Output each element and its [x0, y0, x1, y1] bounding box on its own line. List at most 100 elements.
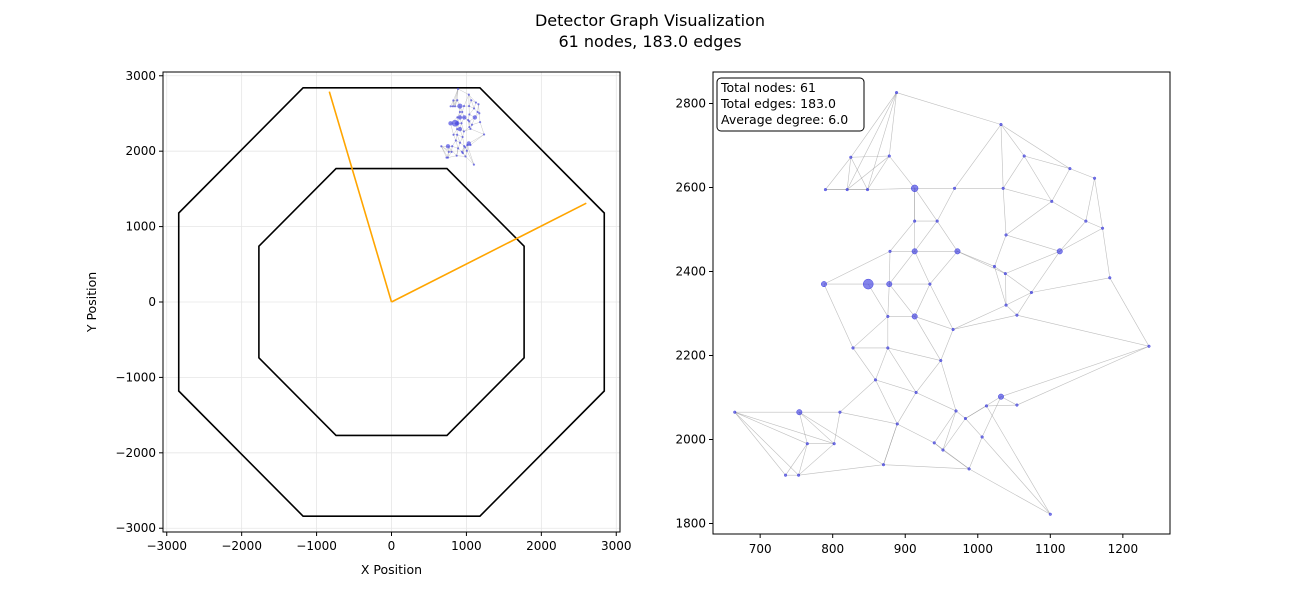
graph-edge	[914, 316, 942, 361]
graph-edge	[850, 92, 897, 158]
overview-x-tick-label: −3000	[146, 539, 187, 553]
overview-graph-node	[462, 115, 467, 120]
overview-graph-edge	[456, 134, 461, 143]
graph-edge	[896, 392, 917, 425]
graph-node	[911, 184, 919, 192]
graph-edge	[994, 266, 1006, 274]
graph-edge	[1002, 188, 1007, 235]
graph-edge	[1023, 155, 1053, 202]
overview-graph-edge	[455, 140, 459, 149]
graph-edge	[1085, 220, 1103, 229]
overview-graph-node	[466, 144, 469, 147]
detail-y-tick-label: 2000	[675, 433, 706, 447]
graph-edge	[914, 251, 931, 285]
inner-octagon	[258, 167, 525, 437]
overview-graph-edge	[471, 121, 481, 125]
overview-graph-edge	[468, 134, 485, 144]
graph-edge	[955, 410, 966, 419]
graph-edge	[1000, 396, 1018, 406]
overview-graph-edge	[470, 128, 485, 135]
graph-edge	[867, 283, 889, 317]
detail-edges	[734, 92, 1150, 515]
overview-graph-node	[448, 121, 453, 126]
detail-axes: 700 800 900 1000 1100 1200 1800 2000 2200 2400 260…	[675, 71, 1171, 557]
graph-edge	[981, 436, 1051, 515]
overview-graph-edge	[479, 113, 481, 123]
graph-edge	[914, 283, 931, 317]
graph-edge	[986, 405, 1051, 515]
overview-graph-node	[457, 126, 463, 132]
overview-graph-node	[478, 112, 481, 115]
overview-graph-node	[462, 104, 466, 108]
graph-edge	[986, 404, 1017, 407]
graph-node	[980, 435, 984, 439]
graph-node	[1108, 276, 1112, 280]
graph-edge	[785, 443, 808, 476]
detail-y-tick-label: 2200	[675, 349, 706, 363]
graph-node	[851, 346, 855, 350]
overview-y-tick-label: 1000	[125, 220, 156, 234]
graph-edge	[887, 284, 890, 317]
overview-graph-edge	[453, 88, 459, 101]
graph-node	[888, 249, 892, 253]
graph-node	[821, 281, 827, 288]
graph-edge	[957, 251, 995, 267]
graph-node	[823, 188, 827, 192]
graph-edge	[1051, 168, 1071, 202]
detail-y-tick-label: 2600	[675, 181, 706, 195]
overview-y-tick-label: 0	[148, 295, 156, 309]
graph-node	[886, 314, 890, 318]
overview-graph-edge	[441, 146, 452, 153]
detail-x-tick-label: 700	[749, 542, 772, 556]
graph-edge	[1102, 228, 1111, 278]
overview-graph-node	[461, 110, 464, 114]
graph-edge	[897, 423, 935, 444]
graph-edge	[896, 92, 1002, 125]
graph-node	[865, 188, 870, 192]
graph-node	[928, 282, 932, 286]
graph-edge	[929, 283, 954, 330]
overview-graph-node	[456, 87, 460, 90]
graph-node	[832, 442, 836, 446]
overview-graph-edge	[479, 122, 485, 135]
graph-edge	[933, 410, 957, 444]
graph-edge	[852, 316, 889, 349]
overview-x-tick-label: −2000	[221, 539, 262, 553]
detail-ticks: 700 800 900 1000 1100 1200 1800 2000 2200 2400 260…	[675, 97, 1138, 557]
overview-x-tick-label: 3000	[601, 539, 632, 553]
graph-edge	[981, 396, 1002, 438]
graph-edge	[1005, 251, 1060, 274]
overview-graph-node	[452, 99, 455, 102]
graph-node	[911, 248, 918, 255]
figure-title: Detector Graph Visualization	[535, 11, 765, 30]
overview-graph-node	[456, 99, 459, 102]
stats-box-background	[716, 77, 865, 132]
graph-edge	[1000, 124, 1071, 169]
graph-node	[783, 473, 788, 477]
graph-node	[805, 442, 809, 446]
overview-graph-node	[468, 120, 471, 123]
graph-edge	[1002, 155, 1025, 189]
overview-graph-edge	[463, 94, 469, 107]
overview-graph-node	[461, 151, 464, 155]
graph-edge	[942, 418, 966, 451]
graph-node	[999, 122, 1003, 127]
overview-graph-edge	[469, 108, 475, 115]
overview-y-axis-label: Y Position	[84, 272, 99, 333]
overview-graph-edge	[452, 100, 458, 107]
graph-node	[911, 313, 918, 320]
overview-graph-edge	[477, 104, 479, 112]
overview-graph-node	[456, 133, 459, 136]
overview-graph-edge	[441, 146, 449, 158]
graph-edge	[852, 347, 876, 381]
overview-graph-edge	[462, 146, 465, 154]
graph-edge	[846, 92, 897, 190]
graph-edge	[734, 412, 786, 476]
overview-y-tick-label: −1000	[115, 370, 156, 384]
detail-y-tick-label: 2400	[675, 265, 706, 279]
overview-graph-edge	[447, 155, 457, 158]
overview-ticks: −3000 −2000 −1000 0 1000 2000 3000 −3000 −2000 −1…	[115, 69, 631, 553]
detail-x-tick-label: 1100	[1035, 542, 1066, 556]
overview-graph-node	[460, 122, 463, 125]
